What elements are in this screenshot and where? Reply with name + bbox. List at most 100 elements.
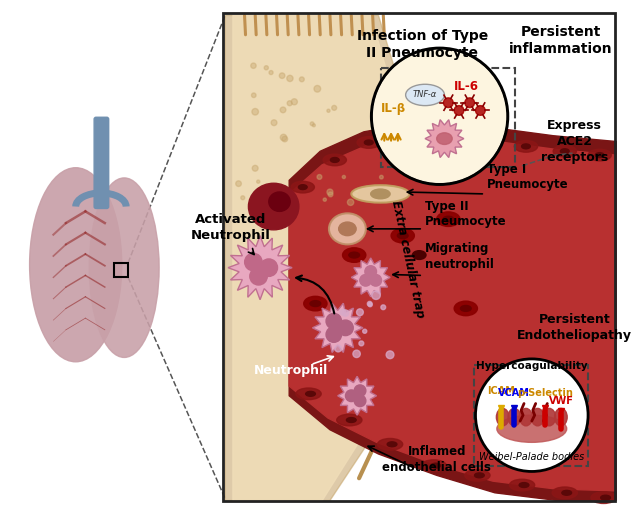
Text: Persistent
Endotheliopathy: Persistent Endotheliopathy bbox=[517, 314, 632, 342]
Circle shape bbox=[372, 291, 380, 300]
Circle shape bbox=[250, 268, 268, 285]
Ellipse shape bbox=[519, 483, 529, 487]
Ellipse shape bbox=[337, 414, 362, 426]
Circle shape bbox=[359, 341, 364, 346]
Ellipse shape bbox=[440, 134, 449, 139]
Ellipse shape bbox=[522, 144, 531, 149]
Circle shape bbox=[370, 274, 381, 286]
Circle shape bbox=[356, 309, 364, 316]
Ellipse shape bbox=[346, 417, 356, 423]
Ellipse shape bbox=[555, 409, 567, 426]
Text: Inflamed
endothelial cells: Inflamed endothelial cells bbox=[382, 446, 491, 474]
Ellipse shape bbox=[310, 301, 321, 306]
Circle shape bbox=[327, 189, 333, 195]
Circle shape bbox=[327, 109, 330, 113]
Ellipse shape bbox=[595, 153, 604, 157]
Circle shape bbox=[244, 253, 262, 271]
Polygon shape bbox=[228, 235, 292, 300]
Ellipse shape bbox=[304, 296, 327, 311]
Circle shape bbox=[252, 93, 256, 98]
Circle shape bbox=[354, 395, 366, 407]
Ellipse shape bbox=[543, 409, 556, 426]
Text: Neutrophil: Neutrophil bbox=[254, 364, 328, 377]
Polygon shape bbox=[289, 122, 616, 501]
Circle shape bbox=[444, 98, 453, 107]
Ellipse shape bbox=[357, 137, 380, 149]
Ellipse shape bbox=[329, 213, 366, 244]
Ellipse shape bbox=[298, 185, 307, 190]
Ellipse shape bbox=[509, 479, 534, 491]
Ellipse shape bbox=[454, 301, 477, 316]
Text: TNF-α: TNF-α bbox=[413, 90, 437, 99]
Circle shape bbox=[326, 314, 342, 329]
Ellipse shape bbox=[531, 409, 544, 426]
Ellipse shape bbox=[436, 133, 452, 144]
Ellipse shape bbox=[601, 495, 611, 500]
Circle shape bbox=[260, 259, 278, 277]
Ellipse shape bbox=[323, 154, 346, 166]
Circle shape bbox=[380, 175, 383, 179]
Ellipse shape bbox=[364, 140, 373, 145]
Text: IL-6: IL-6 bbox=[454, 80, 479, 93]
Circle shape bbox=[312, 124, 316, 127]
Circle shape bbox=[291, 99, 298, 105]
Circle shape bbox=[348, 199, 354, 206]
Circle shape bbox=[323, 198, 326, 201]
Circle shape bbox=[454, 105, 464, 115]
Text: Migrating
neutrophil: Migrating neutrophil bbox=[425, 242, 494, 271]
Ellipse shape bbox=[436, 212, 460, 227]
Ellipse shape bbox=[588, 149, 611, 161]
Text: Persistent
inflammation: Persistent inflammation bbox=[509, 25, 612, 57]
Ellipse shape bbox=[515, 140, 538, 152]
Text: p-Selectin: p-Selectin bbox=[517, 388, 573, 398]
Circle shape bbox=[280, 107, 286, 113]
Circle shape bbox=[381, 305, 386, 309]
Ellipse shape bbox=[248, 183, 299, 230]
Circle shape bbox=[346, 390, 357, 401]
Ellipse shape bbox=[29, 168, 122, 362]
Ellipse shape bbox=[391, 228, 414, 243]
Ellipse shape bbox=[552, 487, 577, 499]
Circle shape bbox=[264, 66, 268, 70]
Text: Infection of Type
II Pneumocyte: Infection of Type II Pneumocyte bbox=[356, 29, 488, 60]
FancyBboxPatch shape bbox=[94, 117, 109, 209]
Circle shape bbox=[236, 181, 241, 187]
Text: Extra cellular trap: Extra cellular trap bbox=[388, 199, 426, 319]
Circle shape bbox=[353, 194, 357, 198]
Ellipse shape bbox=[443, 216, 454, 222]
Text: ICAM: ICAM bbox=[487, 386, 515, 396]
Circle shape bbox=[355, 189, 358, 192]
Ellipse shape bbox=[474, 136, 497, 148]
Polygon shape bbox=[425, 120, 464, 157]
Ellipse shape bbox=[291, 181, 314, 193]
Text: Type I
Pneumocyte: Type I Pneumocyte bbox=[487, 163, 569, 191]
Ellipse shape bbox=[553, 145, 577, 157]
Ellipse shape bbox=[591, 492, 616, 504]
Text: IL-β: IL-β bbox=[381, 102, 406, 116]
Polygon shape bbox=[312, 303, 363, 353]
Circle shape bbox=[365, 266, 376, 278]
Text: Express
ACE2
receptors: Express ACE2 receptors bbox=[541, 119, 608, 164]
Bar bbox=[113, 263, 128, 278]
Circle shape bbox=[287, 204, 294, 210]
Text: Hypercoagulability: Hypercoagulability bbox=[476, 361, 588, 371]
Ellipse shape bbox=[378, 438, 403, 450]
Circle shape bbox=[252, 166, 258, 171]
Text: VCAM: VCAM bbox=[499, 388, 531, 398]
Circle shape bbox=[340, 309, 346, 315]
Circle shape bbox=[328, 192, 333, 197]
Ellipse shape bbox=[397, 233, 408, 238]
Ellipse shape bbox=[306, 391, 316, 396]
Polygon shape bbox=[233, 15, 410, 501]
Text: Type II
Pneumocyte: Type II Pneumocyte bbox=[425, 200, 507, 228]
Circle shape bbox=[332, 105, 337, 111]
Polygon shape bbox=[289, 136, 616, 491]
Ellipse shape bbox=[387, 442, 397, 447]
Ellipse shape bbox=[497, 415, 566, 443]
Ellipse shape bbox=[349, 252, 360, 258]
Polygon shape bbox=[351, 258, 390, 297]
Ellipse shape bbox=[433, 131, 456, 142]
Ellipse shape bbox=[371, 189, 390, 199]
Ellipse shape bbox=[269, 192, 290, 211]
Circle shape bbox=[310, 122, 314, 125]
